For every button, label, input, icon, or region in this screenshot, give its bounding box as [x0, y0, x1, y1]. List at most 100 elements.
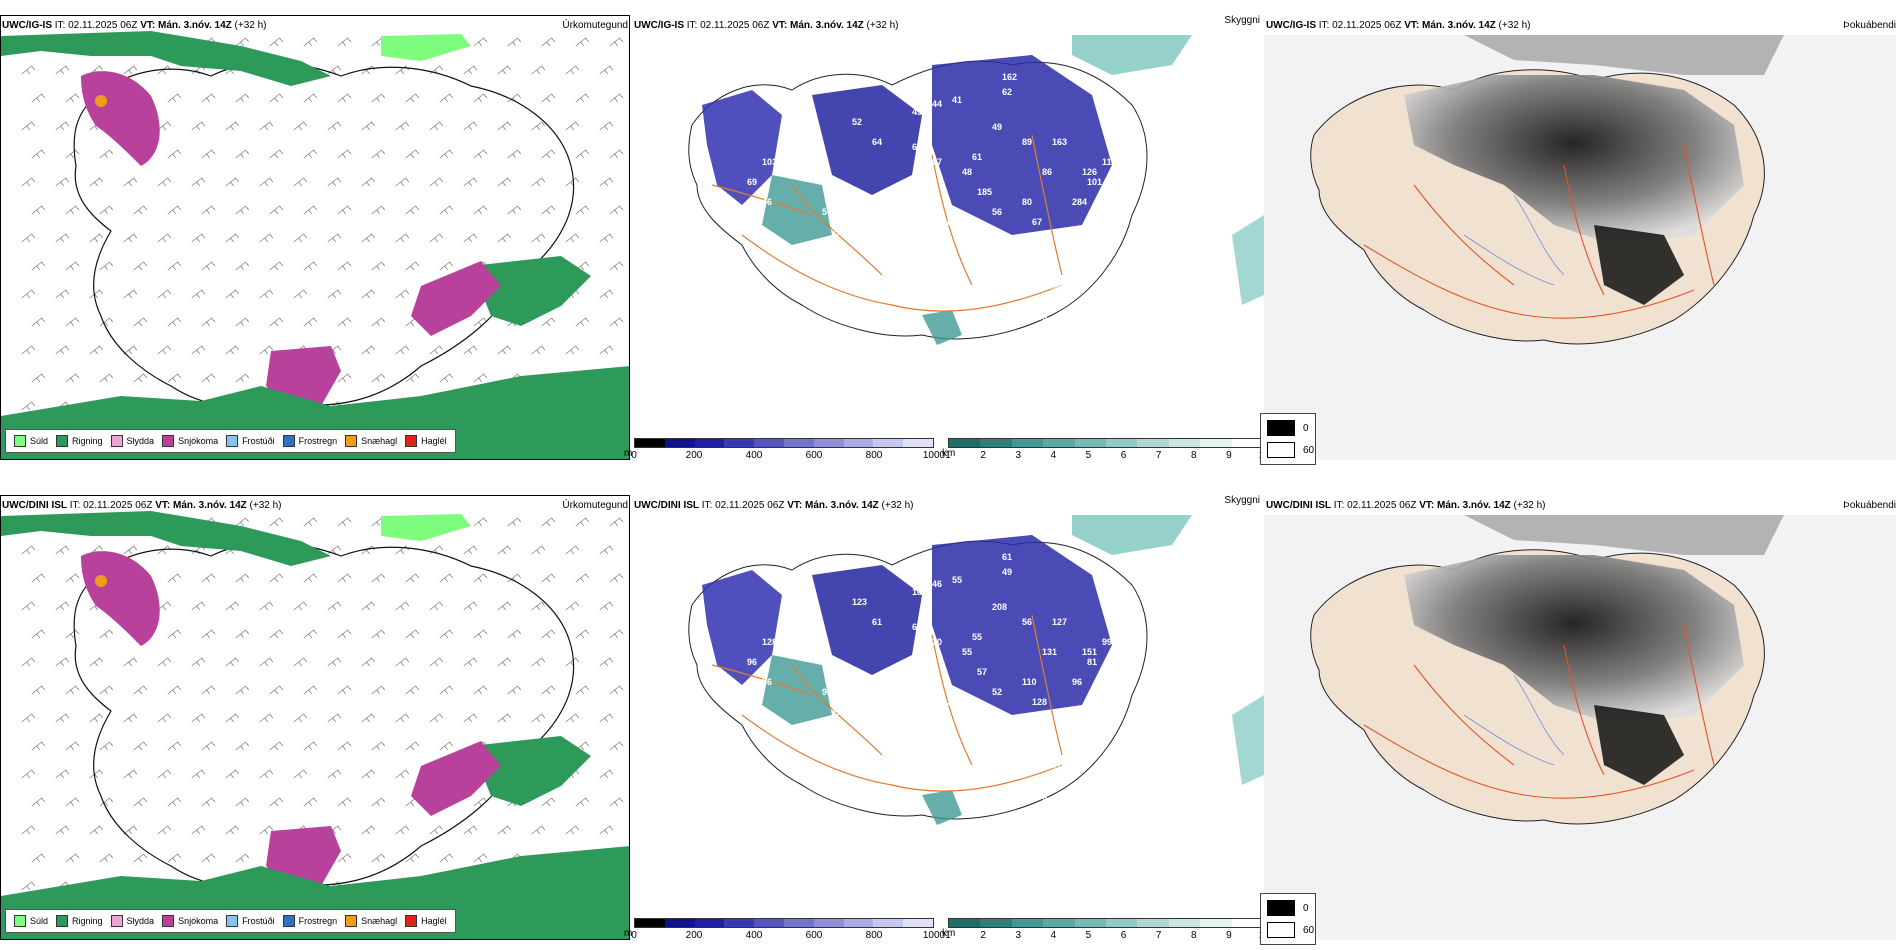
cloud-base-value: 113	[1102, 157, 1117, 167]
precip-legend-item: Súld	[14, 915, 48, 927]
scale-tick: 200	[685, 930, 703, 941]
cloud-base-value: 75	[802, 137, 812, 147]
legend-label: Snæhagl	[361, 916, 398, 926]
scale-tick: 2	[980, 930, 986, 941]
cloud-base-value: 61	[972, 152, 982, 162]
visibility-scale: 12345678910 km	[942, 918, 1270, 946]
cloud-base-value: 55	[952, 575, 962, 585]
model-name: UWC/DINI ISL	[1266, 500, 1331, 511]
precip-legend: Súld Rigning Slydda Snjókoma Frostúði Frostre…	[5, 909, 456, 933]
vt-value: Mán. 3.nóv. 14Z	[1422, 20, 1496, 31]
cloud-base-value: 99	[1102, 637, 1112, 647]
precip-type-panel: Súld Rigning Slydda Snjókoma Frostúði Frostre…	[0, 0, 632, 465]
cloud-ne	[932, 535, 1112, 715]
rain-east	[471, 256, 591, 326]
vt-label: VT:	[787, 500, 803, 511]
vt-label: VT:	[155, 500, 171, 511]
precip-legend-item: Snæhagl	[345, 435, 397, 447]
cloud-central-north	[812, 565, 922, 675]
iceland-outline	[73, 62, 575, 409]
scale-tick: 9	[1226, 930, 1232, 941]
precip-legend-item: Haglél	[405, 435, 447, 447]
fog-swatch-black	[1267, 420, 1295, 436]
legend-label: Haglél	[421, 916, 447, 926]
cloud-base-value: 302	[942, 832, 957, 842]
cloud-base-value: 183	[912, 587, 927, 597]
legend-swatch	[162, 915, 175, 927]
scale-tick: 4	[1050, 930, 1057, 941]
rain-band-north	[1, 511, 331, 566]
it-value: 02.11.2025 06Z	[1347, 500, 1417, 511]
precip-legend-item: Rigning	[56, 915, 103, 927]
cloud-base-value: 84	[952, 852, 962, 862]
cloud-base-value: 117	[1062, 237, 1077, 247]
legend-label: Rigning	[72, 436, 103, 446]
cloud-base-value: 152	[1062, 717, 1077, 727]
cloud-base-value: 49	[992, 122, 1002, 132]
scale-tick: 6	[1120, 450, 1127, 461]
visibility-scale: 12345678910 km	[942, 438, 1270, 466]
scale-tick: 600	[805, 930, 823, 941]
precip-legend-item: Súld	[14, 435, 48, 447]
cloud-base-value: 432	[892, 187, 907, 197]
scale-tick: 1000	[922, 450, 946, 461]
cloud-base-value: 46	[762, 197, 772, 207]
cloud-map[interactable]: 75 59 61 54 49 55 46 183 123 105 92 61 63 70 55 55 56 131…	[632, 515, 1264, 915]
legend-swatch	[405, 435, 418, 447]
legend-swatch	[56, 435, 69, 447]
cloud-base-value: 55	[962, 647, 972, 657]
lead-time: (+32 h)	[881, 500, 914, 511]
precip-legend-item: Snjókoma	[162, 915, 218, 927]
legend-label: Haglél	[421, 436, 447, 446]
fog-panel: UWC/DINI ISL IT: 02.11.2025 06Z VT: Mán.…	[1260, 480, 1900, 945]
fog-dark-north	[1404, 75, 1744, 245]
cloud-base-value: 87	[1032, 257, 1042, 267]
cloud-base-value: 185	[977, 187, 992, 197]
cloud-base-value: 64	[872, 137, 882, 147]
cloud-base-value: 106	[982, 227, 997, 237]
snow-northwest	[81, 551, 160, 646]
fog-map[interactable]	[1264, 515, 1896, 940]
cloud-base-value: 69	[1032, 47, 1042, 57]
cloud-base-value: 195	[982, 707, 997, 717]
cloud-ne	[932, 55, 1112, 235]
vt-value: Mán. 3.nóv. 14Z	[1437, 500, 1511, 511]
snow-northwest	[81, 71, 160, 166]
lead-time: (+32 h)	[1513, 500, 1546, 511]
teal-fog-ne	[1072, 35, 1192, 75]
precip-legend-item: Slydda	[110, 915, 154, 927]
cloud-base-value: 46	[932, 579, 942, 589]
it-value: 02.11.2025 06Z	[68, 20, 138, 31]
snow-east	[411, 261, 501, 336]
cloud-base-value: 57	[977, 667, 987, 677]
cloud-base-value: 268	[1032, 312, 1047, 322]
scale-tick: 1000	[922, 930, 946, 941]
model-name: UWC/IG-IS	[1266, 20, 1316, 31]
scale-tick: 5	[1085, 930, 1092, 941]
cloud-map[interactable]: 69 63 162 167 62 41 44 45 52 73 75 64 66 67 61 48 89 86 12…	[632, 35, 1264, 435]
model-name: UWC/DINI ISL	[2, 500, 67, 511]
vt-label: VT:	[772, 20, 788, 31]
fog-sea-north	[1464, 35, 1784, 75]
model-name: UWC/IG-IS	[634, 20, 684, 31]
cloud-base-value: 283	[892, 667, 907, 677]
fog-legend: 0 60	[1260, 893, 1316, 945]
precip-map[interactable]: Súld Rigning Slydda Snjókoma Frostúði Frostre…	[0, 495, 630, 940]
cloud-base-value: 80	[1022, 197, 1032, 207]
precip-legend-item: Frostúði	[226, 435, 275, 447]
legend-swatch	[14, 915, 26, 927]
snow-pellets-spot	[95, 95, 107, 107]
fog-map[interactable]	[1264, 35, 1896, 460]
lead-time: (+32 h)	[249, 500, 282, 511]
cloud-base-value: 52	[852, 117, 862, 127]
legend-swatch	[345, 435, 358, 447]
model-name: UWC/DINI ISL	[634, 500, 699, 511]
fog-legend-60: 60	[1303, 444, 1315, 456]
it-label: IT:	[1318, 20, 1330, 31]
cloud-base-value: 101	[1087, 177, 1102, 187]
cloud-vis-panel: UWC/DINI ISL IT: 02.11.2025 06Z VT: Mán.…	[624, 480, 1270, 946]
vt-label: VT:	[1419, 500, 1435, 511]
precip-map[interactable]: Súld Rigning Slydda Snjókoma Frostúði Frostre…	[0, 15, 630, 460]
cloud-title: Skyggni	[1224, 495, 1260, 506]
cloud-base-value: 96	[1072, 677, 1082, 687]
